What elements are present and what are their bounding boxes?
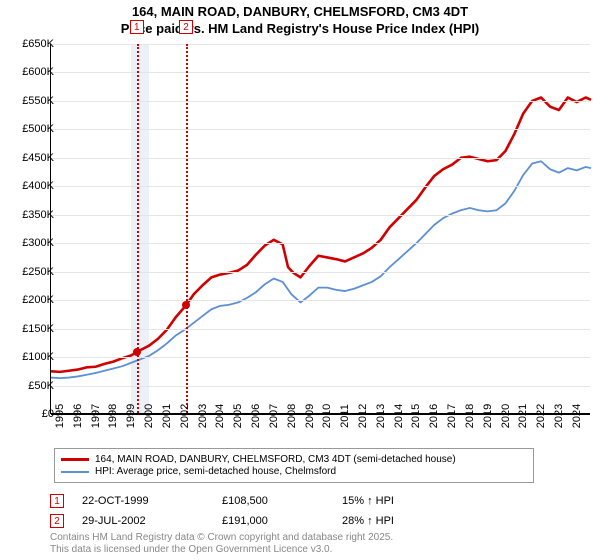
sale-vline [186,44,188,413]
xtick-label: 2024 [571,404,583,428]
xtick-label: 2002 [179,404,191,428]
gridline-h [51,186,590,187]
footer-line-2: This data is licensed under the Open Gov… [50,544,393,556]
legend-swatch-hpi [61,471,89,473]
ytick-label: £200K [10,294,54,306]
xtick-label: 2014 [393,404,405,428]
sale-price-1: £108,500 [222,495,342,507]
legend-swatch-price-paid [61,458,89,461]
xtick-label: 1996 [72,404,84,428]
footer-line-1: Contains HM Land Registry data © Crown c… [50,532,393,544]
xtick-label: 2016 [428,404,440,428]
legend-label-price-paid: 164, MAIN ROAD, DANBURY, CHELMSFORD, CM3… [95,454,456,465]
chart-title-block: 164, MAIN ROAD, DANBURY, CHELMSFORD, CM3… [0,0,600,38]
footer-attribution: Contains HM Land Registry data © Crown c… [50,532,393,556]
ytick-label: £400K [10,180,54,192]
gridline-h [51,44,590,45]
ytick-label: £550K [10,95,54,107]
ytick-label: £0 [10,408,54,420]
gridline-h [51,357,590,358]
sale-date-1: 22-OCT-1999 [82,495,222,507]
ytick-label: £150K [10,323,54,335]
xtick-label: 1995 [54,404,66,428]
gridline-h [51,329,590,330]
gridline-h [51,386,590,387]
xtick-label: 2001 [161,404,173,428]
ytick-label: £350K [10,209,54,221]
xtick-label: 2015 [410,404,422,428]
legend-label-hpi: HPI: Average price, semi-detached house,… [95,466,336,477]
ytick-label: £450K [10,152,54,164]
xtick-label: 1999 [125,404,137,428]
xtick-label: 2004 [214,404,226,428]
gridline-h [51,300,590,301]
series-line-price_paid [51,98,591,372]
xtick-label: 2005 [232,404,244,428]
xtick-label: 2010 [321,404,333,428]
ytick-label: £50K [10,380,54,392]
xtick-label: 2003 [197,404,209,428]
xtick-label: 1998 [107,404,119,428]
annotation-marker-1: 1 [130,20,144,34]
xtick-label: 2022 [535,404,547,428]
xtick-label: 2000 [143,404,155,428]
gridline-h [51,101,590,102]
legend-box: 164, MAIN ROAD, DANBURY, CHELMSFORD, CM3… [54,448,534,483]
sale-price-2: £191,000 [222,515,342,527]
series-line-hpi [51,161,591,378]
ytick-label: £600K [10,66,54,78]
gridline-h [51,272,590,273]
gridline-h [51,72,590,73]
sale-marker-1: 1 [50,494,64,508]
ytick-label: £650K [10,38,54,50]
title-line-1: 164, MAIN ROAD, DANBURY, CHELMSFORD, CM3… [0,4,600,21]
title-line-2: Price paid vs. HM Land Registry's House … [0,21,600,38]
sale-date-2: 29-JUL-2002 [82,515,222,527]
sale-vline [137,44,139,413]
legend-row-hpi: HPI: Average price, semi-detached house,… [61,466,527,477]
sale-dot [182,301,190,309]
gridline-h [51,129,590,130]
legend-row-price-paid: 164, MAIN ROAD, DANBURY, CHELMSFORD, CM3… [61,454,527,465]
sale-row-2: 2 29-JUL-2002 £191,000 28% ↑ HPI [50,514,442,528]
ytick-label: £300K [10,237,54,249]
sale-delta-1: 15% ↑ HPI [342,495,442,507]
xtick-label: 2023 [553,404,565,428]
xtick-label: 1997 [90,404,102,428]
sale-row-1: 1 22-OCT-1999 £108,500 15% ↑ HPI [50,494,442,508]
xtick-label: 2017 [446,404,458,428]
xtick-label: 2009 [304,404,316,428]
gridline-h [51,215,590,216]
xtick-label: 2018 [464,404,476,428]
annotation-marker-2: 2 [179,20,193,34]
xtick-label: 2012 [357,404,369,428]
ytick-label: £500K [10,123,54,135]
gridline-h [51,158,590,159]
sale-delta-2: 28% ↑ HPI [342,515,442,527]
xtick-label: 2019 [482,404,494,428]
chart-plot-area: 12 [50,44,590,414]
xtick-label: 2021 [517,404,529,428]
xtick-label: 2006 [250,404,262,428]
gridline-h [51,243,590,244]
xtick-label: 2007 [268,404,280,428]
xtick-label: 2011 [339,404,351,428]
sale-dot [133,348,141,356]
xtick-label: 2008 [286,404,298,428]
xtick-label: 2020 [500,404,512,428]
ytick-label: £100K [10,351,54,363]
sale-marker-2: 2 [50,514,64,528]
ytick-label: £250K [10,266,54,278]
xtick-label: 2013 [375,404,387,428]
